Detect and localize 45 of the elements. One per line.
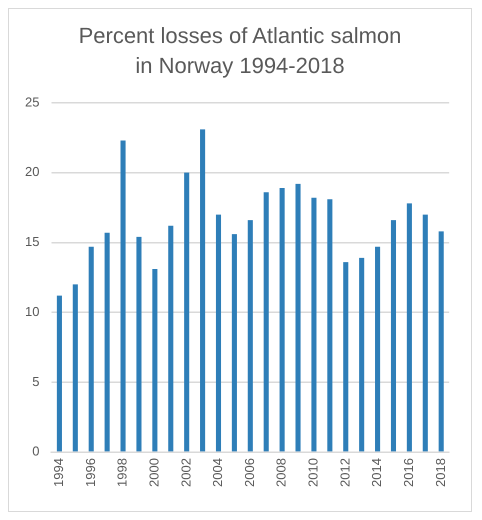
bar bbox=[104, 232, 110, 452]
bar bbox=[120, 140, 126, 452]
x-tick-label: 1998 bbox=[114, 458, 130, 487]
bar bbox=[232, 234, 237, 452]
bar bbox=[264, 192, 269, 452]
x-tick-label: 2016 bbox=[400, 458, 416, 487]
bar bbox=[72, 284, 78, 452]
bar bbox=[152, 269, 158, 452]
y-tick-label: 20 bbox=[24, 164, 40, 180]
x-tick-label: 2000 bbox=[146, 458, 162, 487]
x-tick-label: 1996 bbox=[82, 458, 98, 487]
bar bbox=[216, 214, 222, 452]
x-tick-label: 2002 bbox=[178, 458, 194, 487]
y-tick-label: 0 bbox=[32, 444, 40, 459]
bar bbox=[184, 172, 190, 452]
bar bbox=[406, 203, 412, 452]
bar bbox=[136, 236, 142, 452]
bar bbox=[343, 262, 348, 452]
bar bbox=[56, 296, 62, 452]
y-tick-label: 10 bbox=[24, 304, 40, 319]
bar bbox=[168, 226, 174, 452]
x-tick-label: 2014 bbox=[369, 458, 384, 487]
x-tick-label: 2004 bbox=[210, 458, 226, 487]
bar bbox=[327, 199, 332, 452]
bar bbox=[422, 214, 428, 452]
bar bbox=[200, 129, 206, 452]
x-tick-label: 2012 bbox=[337, 458, 352, 487]
bar bbox=[311, 198, 316, 452]
y-tick-label: 15 bbox=[24, 234, 40, 250]
bar bbox=[438, 231, 444, 452]
chart-title: Percent losses of Atlantic salmon in Norway 1994-2018 bbox=[78, 22, 402, 80]
y-tick-label: 25 bbox=[24, 94, 40, 110]
x-tick-label: 2018 bbox=[432, 458, 448, 487]
bar bbox=[280, 188, 285, 452]
bar bbox=[375, 246, 380, 452]
x-tick-label: 2006 bbox=[242, 458, 257, 487]
bar bbox=[88, 246, 94, 452]
x-tick-label: 2008 bbox=[274, 458, 289, 487]
bar bbox=[390, 220, 396, 452]
bar bbox=[295, 184, 301, 452]
x-tick-label: 1994 bbox=[50, 458, 66, 487]
x-tick-label: 2010 bbox=[306, 458, 321, 487]
y-tick-label: 5 bbox=[32, 374, 40, 389]
bar bbox=[248, 220, 253, 452]
bar bbox=[359, 258, 364, 452]
